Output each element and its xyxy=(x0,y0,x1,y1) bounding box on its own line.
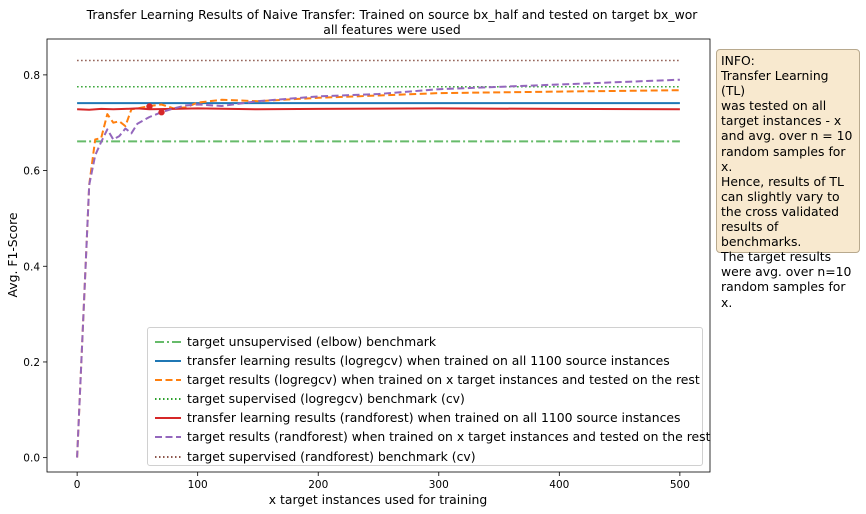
x-axis-label: x target instances used for training xyxy=(269,492,487,507)
marker-layer xyxy=(146,103,165,116)
legend-label: target results (logregcv) when trained o… xyxy=(187,372,700,388)
y-tick-label: 0.2 xyxy=(23,357,40,369)
y-tick-label: 0.8 xyxy=(23,70,40,82)
legend-item: target results (randforest) when trained… xyxy=(148,427,710,446)
y-axis-ticks: 0.0 0.2 0.4 0.6 0.8 xyxy=(23,70,47,465)
legend-swatch xyxy=(155,398,181,401)
legend-swatch xyxy=(155,417,181,420)
plot-area xyxy=(46,38,711,473)
data-point-marker xyxy=(146,103,153,110)
chart-title: Transfer Learning Results of Naive Trans… xyxy=(86,7,699,22)
legend-item: target results (logregcv) when trained o… xyxy=(148,370,702,389)
y-axis-label: Avg. F1-Score xyxy=(5,212,20,297)
x-tick-label: 400 xyxy=(549,479,569,491)
series-layer xyxy=(76,59,680,458)
data-point-marker xyxy=(158,109,165,116)
legend-label: transfer learning results (randforest) w… xyxy=(187,410,681,426)
legend-label: target results (randforest) when trained… xyxy=(187,429,711,445)
x-tick-label: 500 xyxy=(670,479,690,491)
legend-label: target supervised (logregcv) benchmark (… xyxy=(187,391,465,407)
legend: target unsupervised (elbow) benchmark tra… xyxy=(147,327,710,466)
legend-item: target unsupervised (elbow) benchmark xyxy=(148,332,702,351)
x-tick-label: 300 xyxy=(429,479,449,491)
y-tick-label: 0.0 xyxy=(23,453,40,465)
y-tick-label: 0.6 xyxy=(23,166,40,178)
info-box: INFO: Transfer Learning (TL) was tested … xyxy=(716,49,860,310)
series-line-3 xyxy=(76,89,680,458)
legend-item: target supervised (randforest) benchmark… xyxy=(148,447,702,466)
legend-label: target unsupervised (elbow) benchmark xyxy=(187,334,437,349)
x-tick-label: 0 xyxy=(74,479,81,491)
x-tick-label: 200 xyxy=(308,479,328,491)
x-tick-label: 100 xyxy=(188,479,208,491)
legend-swatch xyxy=(155,360,181,363)
legend-label: transfer learning results (logregcv) whe… xyxy=(187,353,670,369)
chart-subtitle: all features were used xyxy=(323,22,460,37)
legend-item: target supervised (logregcv) benchmark (… xyxy=(148,389,702,408)
legend-item: transfer learning results (randforest) w… xyxy=(148,408,702,427)
legend-swatch xyxy=(155,436,181,439)
legend-swatch xyxy=(155,455,181,458)
x-axis-ticks: 0 100 200 300 400 500 xyxy=(74,472,690,491)
series-line-6 xyxy=(76,78,680,458)
legend-swatch xyxy=(155,341,181,343)
legend-item: transfer learning results (logregcv) whe… xyxy=(148,351,702,370)
legend-label: target supervised (randforest) benchmark… xyxy=(187,448,476,464)
legend-swatch xyxy=(155,379,181,382)
y-tick-label: 0.4 xyxy=(23,261,40,273)
